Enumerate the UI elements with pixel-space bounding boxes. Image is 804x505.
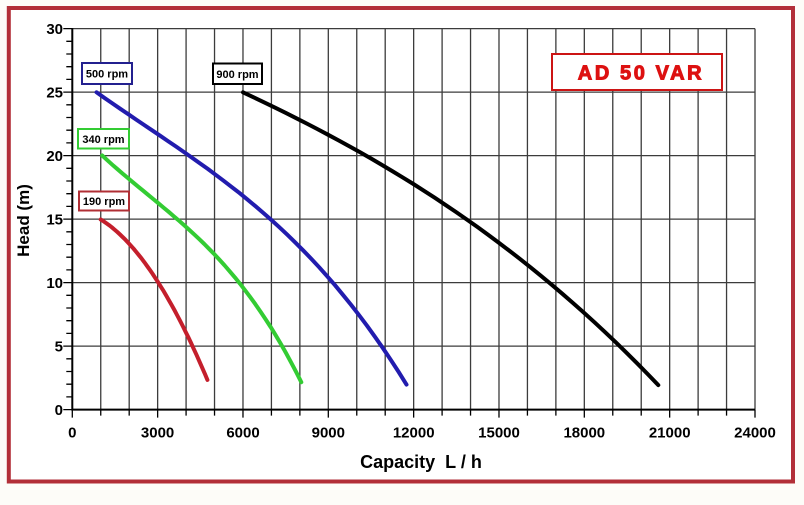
svg-text:21000: 21000: [649, 425, 691, 442]
svg-text:Capacity L / h: Capacity L / h: [360, 452, 482, 472]
svg-text:15000: 15000: [478, 425, 520, 442]
svg-text:6000: 6000: [226, 425, 259, 442]
svg-text:15: 15: [46, 212, 63, 229]
svg-text:Head (m): Head (m): [14, 184, 33, 257]
svg-text:30: 30: [46, 21, 63, 38]
svg-text:3000: 3000: [141, 425, 174, 442]
svg-text:0: 0: [68, 425, 76, 442]
svg-text:12000: 12000: [393, 425, 435, 442]
svg-text:340 rpm: 340 rpm: [82, 134, 124, 146]
svg-text:0: 0: [55, 402, 63, 419]
svg-text:190 rpm: 190 rpm: [83, 196, 125, 208]
svg-text:18000: 18000: [563, 425, 605, 442]
svg-text:10: 10: [46, 275, 63, 292]
svg-text:500 rpm: 500 rpm: [86, 69, 128, 81]
svg-text:24000: 24000: [734, 425, 776, 442]
svg-text:9000: 9000: [312, 425, 345, 442]
svg-text:900 rpm: 900 rpm: [216, 69, 258, 81]
svg-text:25: 25: [46, 85, 63, 102]
svg-text:20: 20: [46, 148, 63, 165]
svg-text:AD 50 VAR: AD 50 VAR: [578, 63, 704, 85]
svg-text:5: 5: [55, 339, 63, 356]
